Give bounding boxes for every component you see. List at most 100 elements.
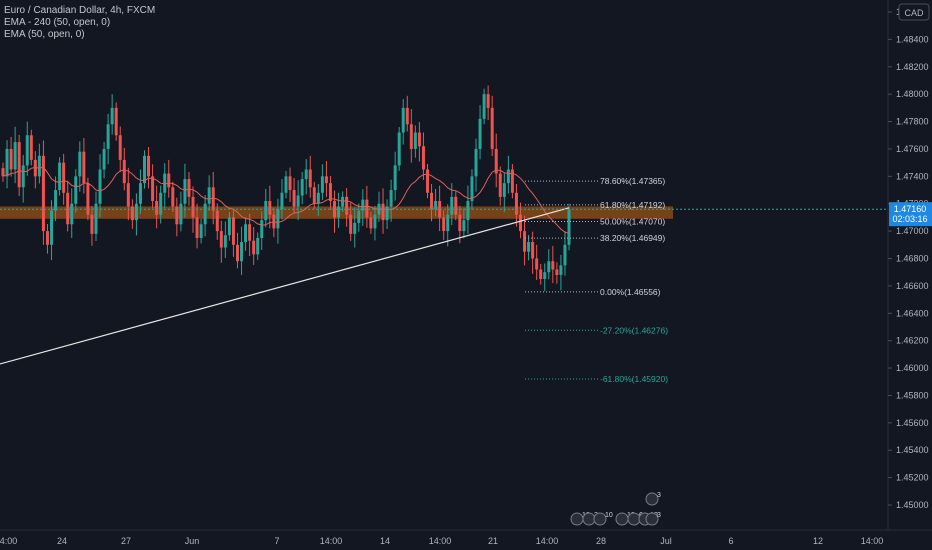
candle-body bbox=[179, 203, 183, 225]
candle-body bbox=[118, 135, 122, 160]
candle-body bbox=[37, 155, 41, 177]
event-count: 3 bbox=[657, 512, 661, 519]
candle-body bbox=[33, 159, 37, 177]
candle-body bbox=[66, 192, 70, 225]
fib-level-label: 0.00%(1.46556) bbox=[600, 287, 661, 297]
trend-line[interactable] bbox=[0, 207, 570, 365]
event-icon[interactable] bbox=[593, 512, 607, 526]
candle-body bbox=[21, 165, 25, 188]
x-tick-label: 12 bbox=[813, 536, 823, 546]
candle-body bbox=[320, 176, 324, 193]
fib-level-label: 78.60%(1.47365) bbox=[600, 176, 665, 186]
candles bbox=[1, 85, 571, 292]
candle-body bbox=[114, 107, 118, 136]
candle-body bbox=[430, 192, 434, 210]
candle-body bbox=[304, 169, 308, 180]
candle-body bbox=[510, 169, 514, 193]
candle-body bbox=[466, 200, 470, 221]
bar-countdown-label: 02:03:16 bbox=[892, 214, 927, 224]
candle-body bbox=[70, 203, 74, 225]
candle-body bbox=[126, 183, 130, 207]
fibonacci-levels[interactable]: 78.60%(1.47365) 61.80%(1.47192) 50.00%(1.4… bbox=[525, 176, 668, 384]
symbol-title[interactable]: Euro / Canadian Dollar, 4h, FXCM bbox=[4, 5, 156, 16]
x-tick-label: 14:00 bbox=[0, 536, 17, 546]
candle-body bbox=[341, 196, 345, 207]
y-tick-label: 1.45800 bbox=[896, 390, 929, 400]
fib-level-label: -27.20%(1.46276) bbox=[600, 325, 668, 335]
candle-body bbox=[417, 132, 421, 147]
candle-body bbox=[308, 169, 312, 188]
y-tick-label: 1.45600 bbox=[896, 418, 929, 428]
candle-body bbox=[29, 135, 33, 160]
x-tick-label: 14:00 bbox=[861, 536, 884, 546]
candle-body bbox=[494, 148, 498, 174]
candle-body bbox=[219, 231, 223, 248]
candle-body bbox=[333, 200, 337, 218]
candle-body bbox=[514, 192, 518, 215]
event-count: 10 bbox=[605, 512, 613, 519]
candle-body bbox=[244, 224, 248, 243]
candle-body bbox=[74, 176, 78, 204]
candle-body bbox=[547, 261, 551, 273]
event-icon[interactable] bbox=[645, 512, 659, 526]
candle-body bbox=[502, 183, 506, 197]
candle-body bbox=[191, 196, 195, 218]
candle-body bbox=[187, 179, 191, 197]
ema-legend[interactable]: EMA (50, open, 0) bbox=[4, 29, 85, 40]
candle-body bbox=[458, 214, 462, 232]
candle-body bbox=[195, 217, 199, 238]
candle-body bbox=[203, 203, 207, 225]
event-markers[interactable]: 102101061033 bbox=[570, 492, 661, 526]
x-tick-label: Jul bbox=[660, 536, 672, 546]
candle-body bbox=[543, 272, 547, 280]
candle-body bbox=[122, 159, 126, 184]
candle-body bbox=[102, 148, 106, 170]
candle-body bbox=[316, 192, 320, 204]
candle-body bbox=[151, 176, 155, 201]
candle-body bbox=[284, 176, 288, 193]
candle-body bbox=[300, 179, 304, 196]
candle-body bbox=[559, 265, 563, 275]
candle-body bbox=[490, 107, 494, 149]
candle-body bbox=[551, 261, 555, 270]
candle-body bbox=[260, 220, 264, 238]
event-icon[interactable] bbox=[645, 492, 659, 506]
candle-body bbox=[474, 148, 478, 177]
candle-body bbox=[478, 118, 482, 149]
x-tick-label: 7 bbox=[274, 536, 279, 546]
y-tick-label: 1.47600 bbox=[896, 144, 929, 154]
currency-badge-label: CAD bbox=[904, 8, 924, 18]
candle-body bbox=[54, 190, 58, 211]
candle-body bbox=[523, 231, 527, 252]
candle-body bbox=[280, 192, 284, 210]
candle-body bbox=[312, 187, 316, 204]
time-axis[interactable]: 14:00 24 27 Jun 7 14:00 14 14:00 21 14:00 28 Jul 6 12… bbox=[0, 529, 932, 546]
candle-body bbox=[413, 132, 417, 149]
candle-body bbox=[389, 190, 393, 207]
x-tick-label: 27 bbox=[121, 536, 131, 546]
currency-badge[interactable]: CAD bbox=[898, 3, 930, 21]
candle-body bbox=[498, 173, 502, 197]
candle-body bbox=[227, 217, 231, 236]
candle-body bbox=[110, 107, 114, 125]
candle-body bbox=[349, 214, 353, 234]
candle-body bbox=[276, 209, 280, 229]
candle-body bbox=[58, 162, 62, 191]
ema-240-legend[interactable]: EMA - 240 (50, open, 0) bbox=[4, 17, 111, 28]
candle-body bbox=[518, 214, 522, 232]
candle-body bbox=[539, 269, 543, 280]
current-price-tag: 1.47160 02:03:16 bbox=[889, 202, 932, 227]
x-tick-label: 6 bbox=[728, 536, 733, 546]
candle-body bbox=[470, 176, 474, 201]
x-tick-label: 14:00 bbox=[429, 536, 452, 546]
y-tick-label: 1.46200 bbox=[896, 336, 929, 346]
candle-body bbox=[106, 124, 110, 149]
candle-body bbox=[531, 242, 535, 259]
candle-body bbox=[345, 196, 349, 215]
event-count: 3 bbox=[657, 492, 661, 499]
candle-body bbox=[94, 203, 98, 234]
candle-body bbox=[421, 146, 425, 170]
x-tick-label: 28 bbox=[596, 536, 606, 546]
